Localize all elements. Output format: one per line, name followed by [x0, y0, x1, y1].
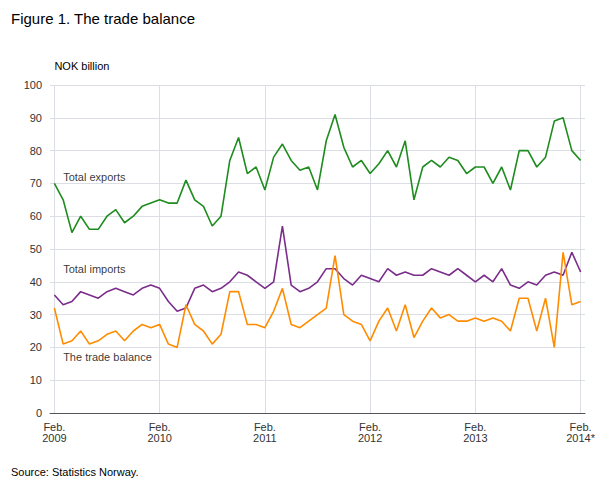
svg-text:Source: Statistics Norway.: Source: Statistics Norway. [11, 466, 139, 478]
svg-text:60: 60 [30, 210, 42, 222]
svg-text:2010: 2010 [147, 432, 171, 444]
svg-text:Total imports: Total imports [63, 263, 126, 275]
svg-text:Feb.: Feb. [464, 420, 487, 433]
svg-text:Total exports: Total exports [63, 171, 126, 183]
svg-text:0: 0 [36, 407, 42, 419]
svg-text:The trade balance: The trade balance [63, 351, 152, 363]
svg-text:Feb.: Feb. [148, 420, 171, 433]
svg-text:40: 40 [30, 276, 42, 288]
svg-text:Figure 1. The trade balance: Figure 1. The trade balance [11, 10, 195, 27]
svg-text:Feb.: Feb. [569, 420, 592, 433]
svg-text:80: 80 [30, 145, 42, 157]
svg-text:70: 70 [30, 177, 42, 189]
svg-text:10: 10 [30, 374, 42, 386]
svg-text:2014*: 2014* [566, 432, 595, 444]
svg-text:Feb.: Feb. [359, 420, 382, 433]
svg-text:2009: 2009 [42, 432, 66, 444]
svg-text:90: 90 [30, 112, 42, 124]
svg-text:Feb.: Feb. [253, 420, 276, 433]
svg-text:Feb.: Feb. [43, 420, 66, 433]
svg-text:2011: 2011 [253, 432, 277, 444]
svg-text:2013: 2013 [463, 432, 487, 444]
svg-text:NOK billion: NOK billion [54, 60, 109, 72]
svg-text:20: 20 [30, 341, 42, 353]
svg-text:2012: 2012 [358, 432, 382, 444]
svg-text:50: 50 [30, 243, 42, 255]
svg-text:30: 30 [30, 309, 42, 321]
svg-text:100: 100 [24, 79, 42, 91]
